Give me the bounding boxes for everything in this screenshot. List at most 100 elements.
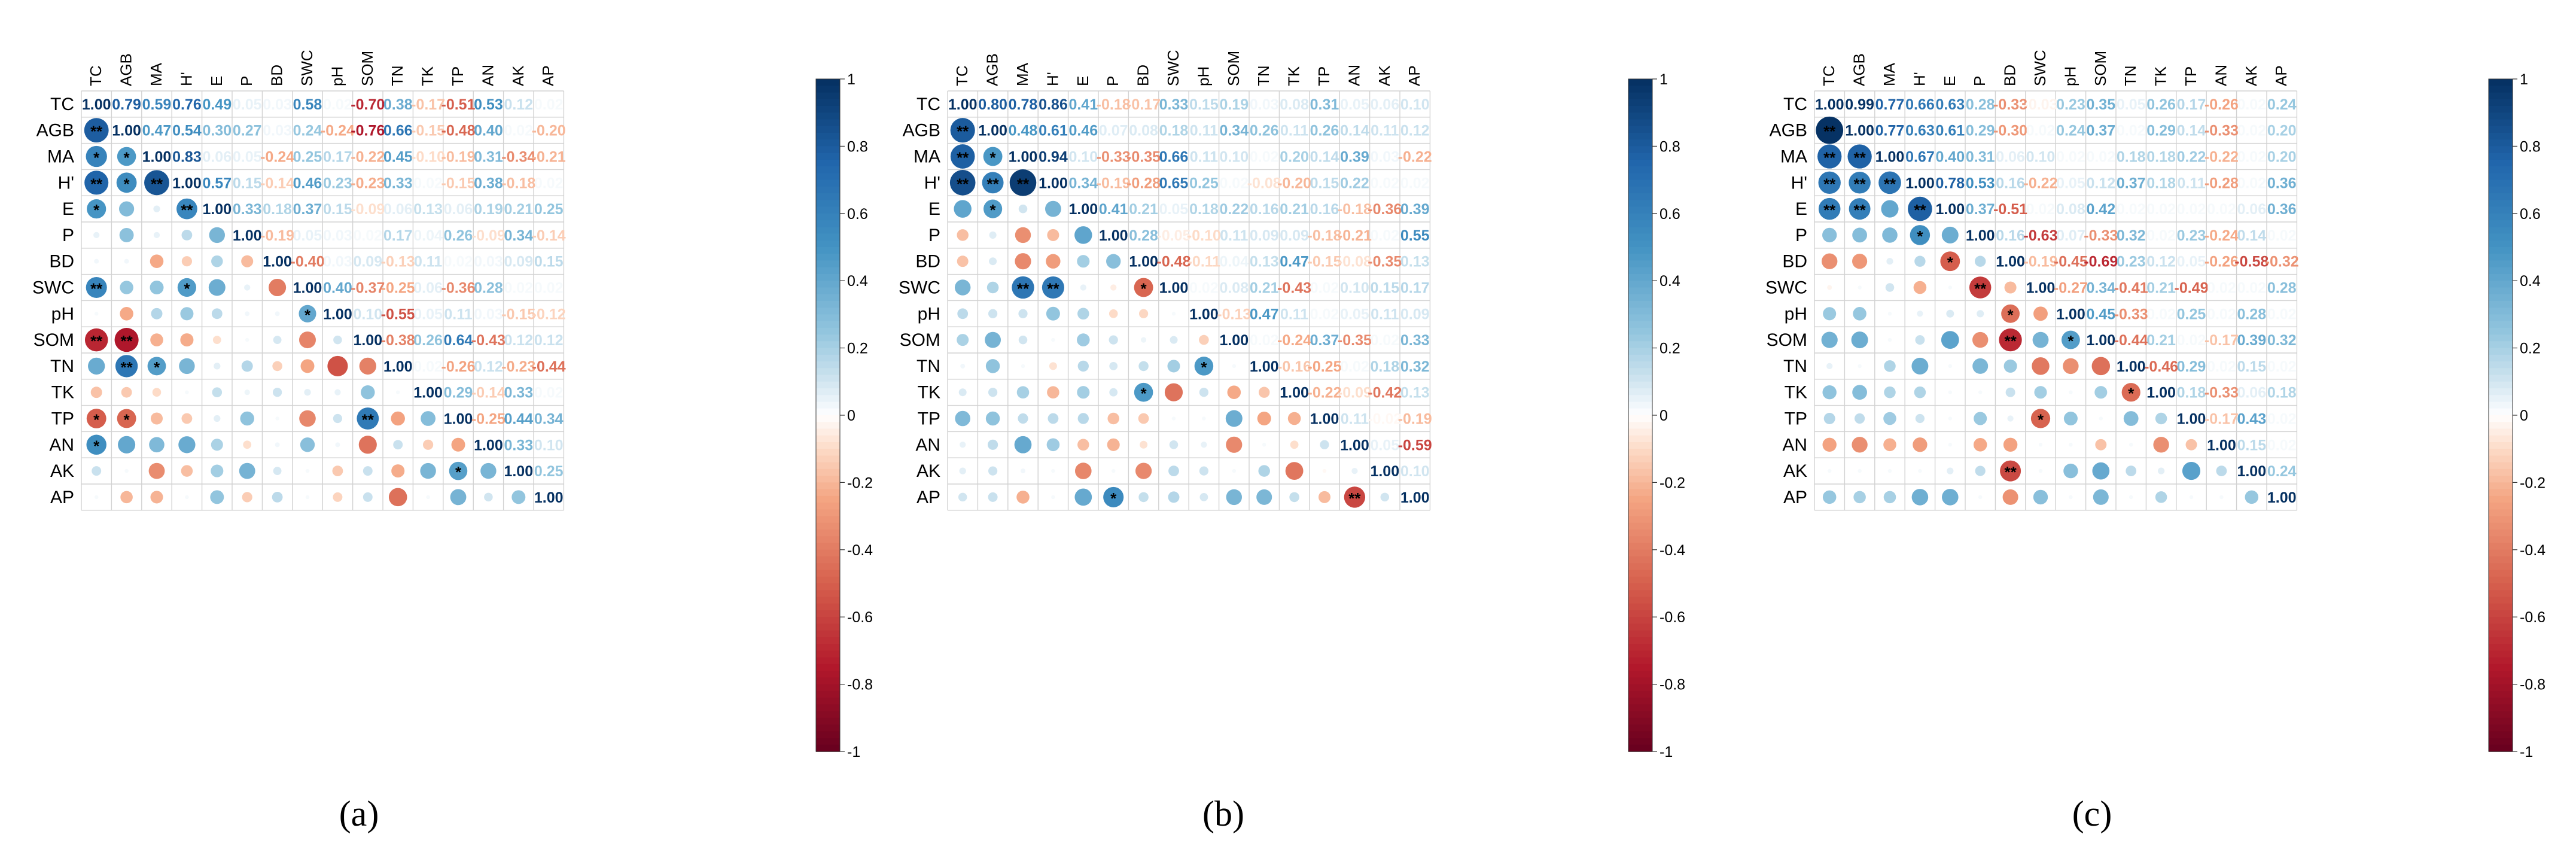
- significance-marker: **: [362, 411, 374, 429]
- row-label: TP: [51, 409, 74, 429]
- colorbar-segment: [2489, 132, 2513, 140]
- correlation-circle: [1974, 412, 1987, 425]
- colorbar-segment: [816, 260, 840, 268]
- correlation-circle: [1885, 283, 1895, 292]
- correlation-circle: [1018, 335, 1028, 345]
- coefficient-label: -0.69: [2084, 254, 2118, 270]
- correlation-circle: [1109, 388, 1118, 397]
- colorbar-segment: [816, 153, 840, 160]
- colorbar-segment: [1628, 435, 1652, 443]
- coefficient-label: 0.15: [534, 254, 564, 270]
- coefficient-label: 0.80: [978, 96, 1007, 113]
- colorbar-segment: [1628, 321, 1652, 328]
- colorbar-segment: [1628, 294, 1652, 302]
- correlation-circle: [1908, 196, 1932, 221]
- correlation-circle: [1077, 255, 1090, 268]
- coefficient-label: 0.12: [474, 358, 503, 375]
- coefficient-label: 0.53: [1966, 175, 1995, 191]
- coefficient-label: 0.12: [504, 96, 533, 113]
- coefficient-label: 0.02: [2207, 306, 2236, 322]
- colorbar-segment: [1628, 711, 1652, 719]
- colorbar-segment: [2489, 294, 2513, 302]
- correlation-circle: [1015, 253, 1031, 270]
- correlation-circle: [955, 410, 971, 427]
- colorbar-segment: [1628, 213, 1652, 221]
- correlation-circle: [1262, 443, 1266, 447]
- coefficient-label: 0.02: [1219, 175, 1249, 191]
- correlation-panel: TC AGB MA H' E P BD SWC pH SOM TN TK TP AN AK APTCAGBMA…: [32, 50, 873, 833]
- coefficient-label: 0.05: [2117, 96, 2146, 113]
- colorbar-segment: [1628, 388, 1652, 396]
- correlation-circle: [1256, 489, 1272, 505]
- coefficient-label: 0.33: [383, 175, 413, 191]
- significance-marker: **: [1823, 123, 1836, 141]
- significance-marker: *: [93, 411, 100, 429]
- colorbar-segment: [816, 698, 840, 705]
- column-label: pH: [2061, 66, 2079, 86]
- colorbar-segment: [816, 671, 840, 678]
- coefficient-label: 0.06: [413, 280, 443, 297]
- correlation-circle: [180, 307, 194, 321]
- correlation-circle: [214, 363, 221, 370]
- column-label: MA: [147, 62, 165, 86]
- correlation-circle: [153, 232, 160, 239]
- significance-marker: *: [1141, 280, 1147, 298]
- correlation-circle: [1257, 412, 1271, 425]
- coefficient-label: -0.33: [1097, 149, 1131, 166]
- coefficient-label: 0.37: [2086, 123, 2115, 139]
- significance-marker: **: [181, 201, 193, 219]
- coefficient-label: 0.23: [323, 175, 352, 191]
- coefficient-label: 1.00: [2207, 437, 2236, 454]
- coefficient-label: -0.38: [381, 332, 415, 349]
- correlation-circle: [983, 147, 1003, 166]
- correlation-circle: [124, 258, 129, 264]
- correlation-circle: [2189, 495, 2194, 500]
- correlation-circle: [1878, 171, 1901, 194]
- correlation-circle: [1107, 412, 1119, 425]
- correlation-circle: [1847, 144, 1872, 169]
- coefficient-label: -0.20: [1277, 175, 1311, 191]
- coefficient-label: 0.05: [1340, 306, 1369, 322]
- column-label: TK: [419, 66, 437, 86]
- colorbar-segment: [2489, 368, 2513, 376]
- coefficient-label: 0.12: [534, 332, 564, 349]
- correlation-circle: [357, 407, 379, 430]
- correlation-circle: [949, 169, 976, 196]
- coefficient-label: 1.00: [323, 306, 352, 322]
- coefficient-label: 0.28: [474, 280, 503, 297]
- correlation-circle: [151, 308, 163, 319]
- correlation-circle: [958, 492, 967, 502]
- colorbar-tick-label: -0.4: [2520, 542, 2545, 559]
- coefficient-label: 0.03: [263, 96, 292, 113]
- colorbar-segment: [816, 294, 840, 302]
- coefficient-label: 1.00: [172, 175, 202, 191]
- coefficient-label: 0.33: [233, 201, 262, 218]
- coefficient-label: 0.10: [1219, 149, 1249, 166]
- coefficient-label: -0.14: [471, 385, 506, 401]
- colorbar-segment: [1628, 583, 1652, 591]
- coefficient-label: 0.26: [444, 227, 473, 244]
- coefficient-label: -0.10: [1187, 227, 1221, 244]
- coefficient-label: 1.00: [263, 254, 292, 270]
- correlation-circle: [1046, 254, 1061, 269]
- colorbar-segment: [1628, 637, 1652, 644]
- colorbar-segment: [2489, 570, 2513, 577]
- coefficient-label: 0.11: [1220, 227, 1248, 244]
- coefficient-label: -0.48: [441, 123, 476, 139]
- coefficient-label: 0.15: [1310, 175, 1339, 191]
- column-label: MA: [1013, 62, 1031, 86]
- correlation-circle: [988, 309, 998, 318]
- coefficient-label: 0.61: [1039, 123, 1068, 139]
- correlation-circle: [94, 258, 99, 264]
- colorbar-segment: [2489, 166, 2513, 174]
- colorbar-segment: [2489, 637, 2513, 644]
- coefficient-label: 0.65: [1159, 175, 1189, 191]
- colorbar-segment: [2489, 603, 2513, 611]
- colorbar-segment: [2489, 375, 2513, 382]
- coefficient-label: 0.03: [323, 254, 352, 270]
- correlation-circle: [1051, 468, 1055, 473]
- row-label: TP: [1785, 409, 1807, 429]
- coefficient-label: -0.19: [1398, 411, 1432, 428]
- correlation-circle: [117, 147, 136, 166]
- coefficient-label: 0.31: [1966, 149, 1995, 166]
